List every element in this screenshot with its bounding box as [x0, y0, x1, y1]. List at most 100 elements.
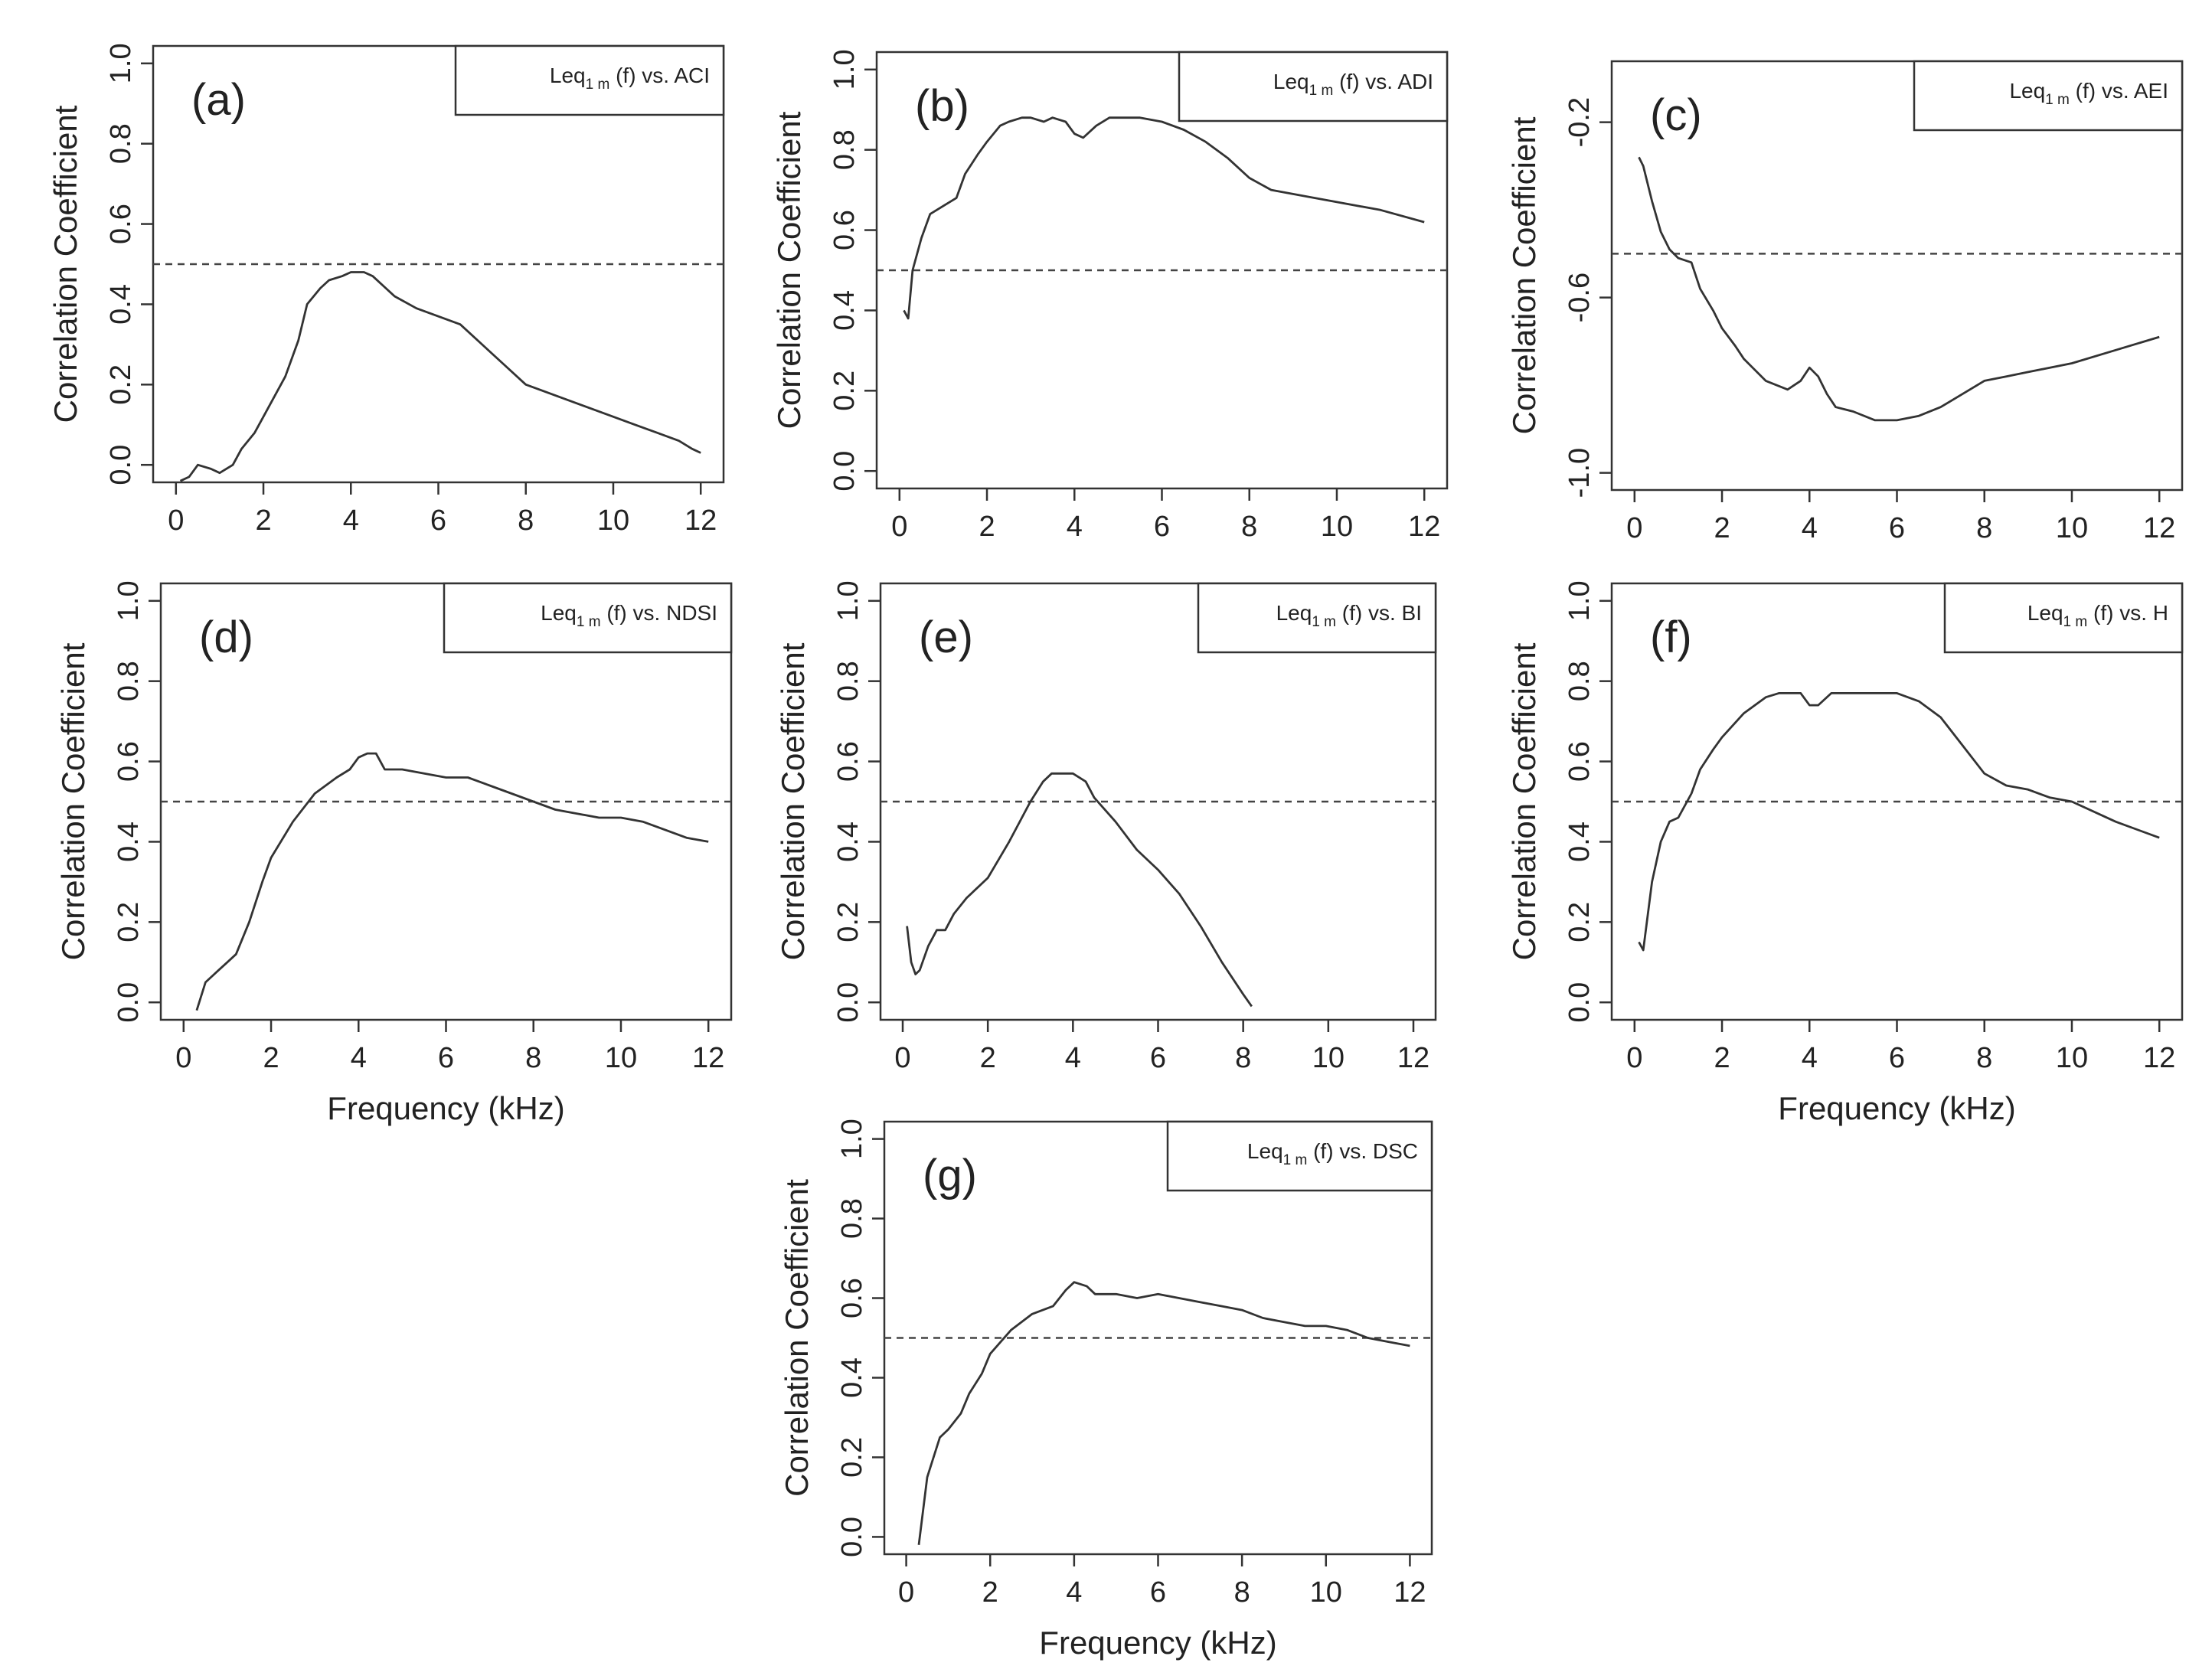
y-tick-label: 0.2 — [105, 364, 137, 405]
x-tick-label: 6 — [430, 505, 446, 537]
correlation-series-line — [1638, 156, 2160, 422]
legend-prefix: Leq — [1276, 601, 1312, 625]
correlation-series-line — [917, 1281, 1410, 1545]
x-tick-label: 2 — [982, 1576, 998, 1609]
x-tick-label: 2 — [263, 1042, 279, 1074]
y-tick-label: 1.0 — [836, 1119, 868, 1159]
x-axis-title: Frequency (kHz) — [1778, 1090, 2015, 1126]
y-tick-label: 1.0 — [105, 43, 137, 83]
y-tick-label: 0.4 — [1563, 822, 1596, 862]
legend-box — [1913, 60, 2184, 132]
x-tick-label: 2 — [1714, 1042, 1730, 1074]
x-tick-label: 0 — [1626, 512, 1642, 544]
x-tick-label: 6 — [1889, 512, 1905, 544]
x-tick-label: 4 — [351, 1042, 367, 1074]
legend-text: Leq1 m (f) vs. BI — [1276, 601, 1422, 630]
panel-label: (d) — [199, 612, 253, 662]
x-tick-label: 8 — [525, 1042, 541, 1074]
x-tick-label: 0 — [1626, 1042, 1642, 1074]
y-tick-label: 0.8 — [832, 661, 864, 701]
x-tick-label: 6 — [1150, 1042, 1166, 1074]
x-tick-label: 4 — [343, 505, 359, 537]
y-tick-label: 0.8 — [1563, 661, 1596, 701]
x-tick-label: 8 — [1235, 1042, 1251, 1074]
x-tick-label: 12 — [1408, 511, 1440, 543]
correlation-series-line — [906, 772, 1253, 1008]
panel-c: 0 2 4 6 8 10 12 -1.0 -0.6 -0.2 Correlation Coeffic… — [1506, 60, 2184, 544]
legend-subscript: 1 m — [1312, 614, 1336, 630]
x-tick-label: 10 — [2056, 1042, 2088, 1074]
legend-suffix: (f) vs. ADI — [1333, 70, 1433, 93]
x-tick-label: 4 — [1066, 1576, 1082, 1609]
y-axis-title: Correlation Coefficient — [1506, 642, 1542, 960]
panel-a: 0 2 4 6 8 10 12 0.0 0.2 0.4 0.6 0.8 1.0 Correlation C… — [47, 43, 725, 537]
legend-box — [1197, 582, 1437, 654]
x-tick-label: 6 — [1889, 1042, 1905, 1074]
y-tick-label: 0.8 — [105, 123, 137, 164]
x-tick-label: 12 — [1394, 1576, 1426, 1609]
panel-label: (c) — [1650, 90, 1702, 140]
x-axis-title: Frequency (kHz) — [327, 1090, 564, 1126]
y-tick-label: 0.6 — [105, 204, 137, 244]
y-tick-label: 0.6 — [836, 1278, 868, 1318]
x-tick-label: 4 — [1067, 511, 1083, 543]
x-tick-label: 0 — [898, 1576, 914, 1609]
legend-prefix: Leq — [1247, 1139, 1283, 1163]
x-tick-label: 10 — [597, 505, 629, 537]
x-tick-label: 0 — [891, 511, 907, 543]
correlation-series-line — [195, 752, 709, 1011]
y-axis-title: Correlation Coefficient — [1506, 116, 1542, 434]
x-tick-label: 8 — [1976, 1042, 1992, 1074]
x-tick-label: 12 — [692, 1042, 724, 1074]
legend-text: Leq1 m (f) vs. NDSI — [541, 601, 717, 630]
x-tick-label: 10 — [2056, 512, 2088, 544]
y-tick-label: 1.0 — [1563, 580, 1596, 621]
y-tick-label: 0.6 — [832, 741, 864, 782]
y-tick-label: 0.2 — [1563, 902, 1596, 942]
y-axis-title: Correlation Coefficient — [771, 111, 807, 429]
x-tick-label: 10 — [605, 1042, 637, 1074]
x-tick-label: 4 — [1802, 512, 1818, 544]
y-tick-label: 0.4 — [113, 822, 145, 862]
legend-text: Leq1 m (f) vs. AEI — [2009, 79, 2168, 108]
y-tick-label: 0.4 — [105, 284, 137, 325]
panel-label: (a) — [191, 75, 246, 125]
panel-label: (f) — [1650, 612, 1692, 662]
y-tick-label: 0.2 — [836, 1437, 868, 1478]
x-tick-label: 4 — [1065, 1042, 1081, 1074]
legend-prefix: Leq — [2027, 601, 2063, 625]
panel-e: 0 2 4 6 8 10 12 0.0 0.2 0.4 0.6 0.8 1.0 Correlation C… — [775, 580, 1437, 1074]
y-tick-label: 0.4 — [832, 822, 864, 862]
correlation-series-line — [179, 271, 701, 482]
panel-d: 0 2 4 6 8 10 12 0.0 0.2 0.4 0.6 0.8 1.0 Correlation C… — [55, 580, 733, 1126]
legend-text: Leq1 m (f) vs. H — [2027, 601, 2168, 630]
y-tick-label: 0.8 — [113, 661, 145, 701]
panel-label: (b) — [915, 81, 969, 131]
y-tick-label: 0.4 — [836, 1357, 868, 1398]
legend-text: Leq1 m (f) vs. ADI — [1273, 70, 1433, 99]
y-tick-label: 0.8 — [828, 129, 861, 170]
legend-box — [1178, 51, 1449, 122]
x-axis-title: Frequency (kHz) — [1039, 1625, 1276, 1661]
y-tick-label: -0.6 — [1563, 273, 1596, 322]
panel-b: 0 2 4 6 8 10 12 0.0 0.2 0.4 0.6 0.8 1.0 Correlation C… — [771, 49, 1449, 543]
legend-prefix: Leq — [541, 601, 577, 625]
legend-subscript: 1 m — [2063, 614, 2088, 630]
y-tick-label: -0.2 — [1563, 97, 1596, 147]
x-tick-label: 2 — [1714, 512, 1730, 544]
legend-box — [454, 44, 725, 116]
x-tick-label: 0 — [894, 1042, 910, 1074]
legend-subscript: 1 m — [1283, 1152, 1308, 1168]
legend-suffix: (f) vs. BI — [1336, 601, 1422, 625]
y-axis-title: Correlation Coefficient — [55, 642, 91, 960]
y-tick-label: -1.0 — [1563, 448, 1596, 498]
panel-f: 0 2 4 6 8 10 12 0.0 0.2 0.4 0.6 0.8 1.0 Correlation C… — [1506, 580, 2184, 1126]
y-tick-label: 0.0 — [836, 1517, 868, 1557]
x-tick-label: 8 — [518, 505, 534, 537]
x-tick-label: 10 — [1310, 1576, 1342, 1609]
x-tick-label: 12 — [2143, 1042, 2175, 1074]
legend-suffix: (f) vs. NDSI — [601, 601, 717, 625]
panel-g: 0 2 4 6 8 10 12 0.0 0.2 0.4 0.6 0.8 1.0 Correlation C… — [779, 1119, 1433, 1661]
legend-suffix: (f) vs. H — [2087, 601, 2168, 625]
